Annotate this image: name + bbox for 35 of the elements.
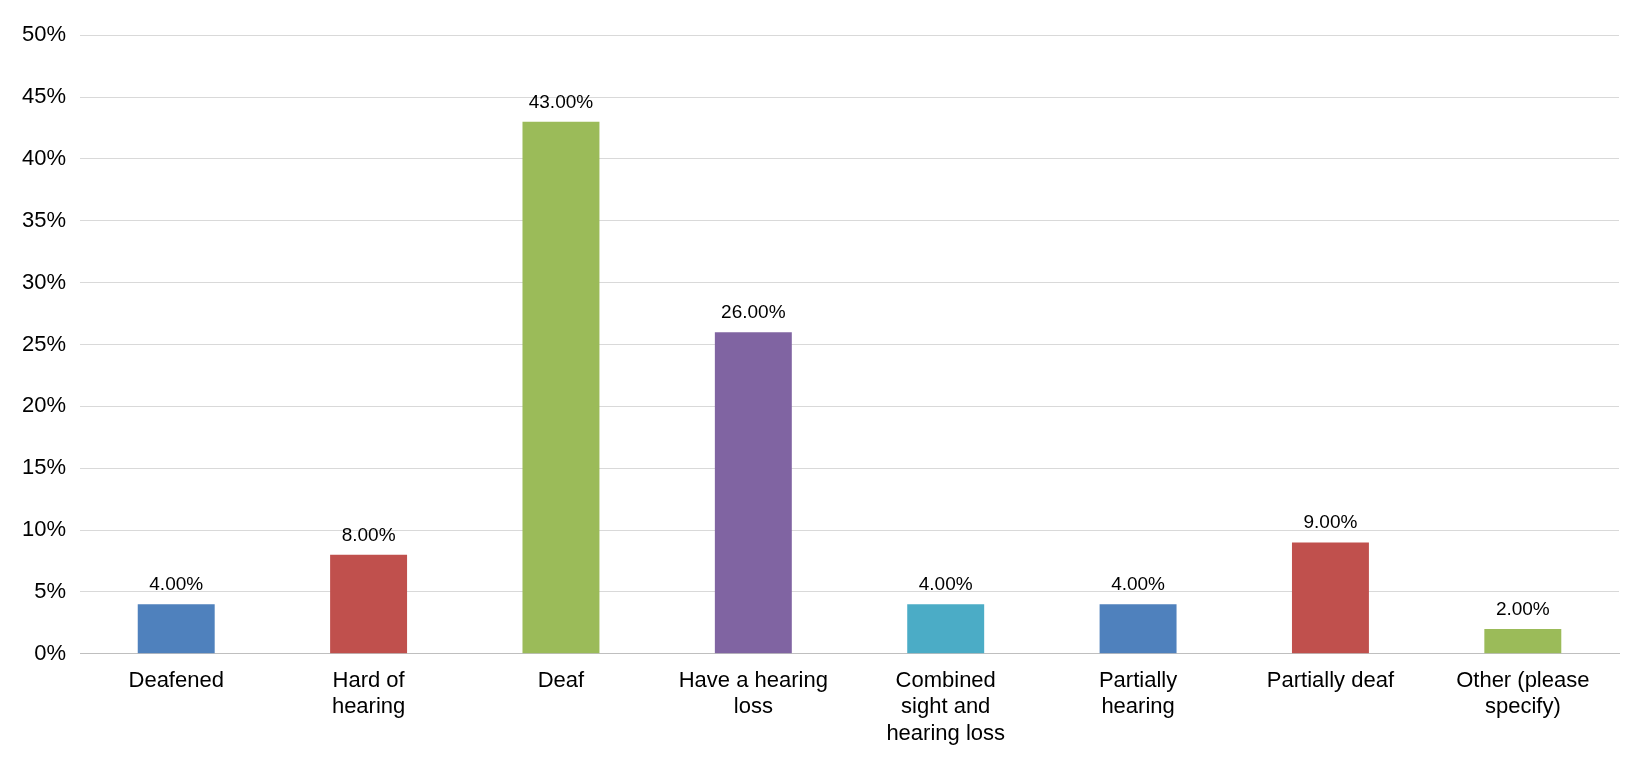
bar (522, 121, 600, 654)
data-label: 4.00% (918, 573, 973, 595)
y-tick-label: 15% (21, 454, 67, 480)
y-tick-label: 0% (34, 639, 67, 665)
y-tick-label: 40% (21, 144, 67, 170)
data-label: 26.00% (721, 300, 786, 322)
x-tick-label: Combined sight and hearing loss (886, 667, 1006, 745)
data-label: 4.00% (149, 573, 204, 595)
y-tick-label: 20% (21, 392, 67, 418)
y-tick-label: 25% (21, 330, 67, 356)
x-tick-label: Other (please specify) (1456, 667, 1590, 719)
data-label: 4.00% (1111, 573, 1166, 595)
x-tick-label: Have a hearing loss (678, 667, 828, 719)
y-tick-label: 5% (34, 578, 67, 603)
x-tick-label: Partially deaf (1266, 667, 1395, 693)
y-tick-label: 10% (21, 516, 67, 542)
x-tick-label: Deafened (128, 667, 224, 693)
bar (907, 604, 985, 654)
y-tick-label: 45% (21, 83, 67, 109)
x-tick-label: Partially hearing (1098, 667, 1178, 719)
bar (1484, 629, 1562, 654)
bar (330, 554, 408, 654)
y-tick-label: 30% (21, 268, 67, 294)
bar (1291, 542, 1369, 654)
data-label: 2.00% (1495, 597, 1550, 619)
y-tick-label: 35% (21, 206, 67, 232)
x-tick-label: Deaf (537, 667, 586, 693)
y-tick-label: 50% (21, 21, 67, 47)
bar (137, 604, 215, 654)
bar (714, 332, 792, 654)
data-label: 43.00% (528, 90, 594, 112)
x-tick-label: Hard of hearing (331, 667, 406, 719)
data-label: 9.00% (1303, 511, 1358, 533)
data-label: 8.00% (341, 523, 396, 545)
bar (1099, 604, 1177, 654)
